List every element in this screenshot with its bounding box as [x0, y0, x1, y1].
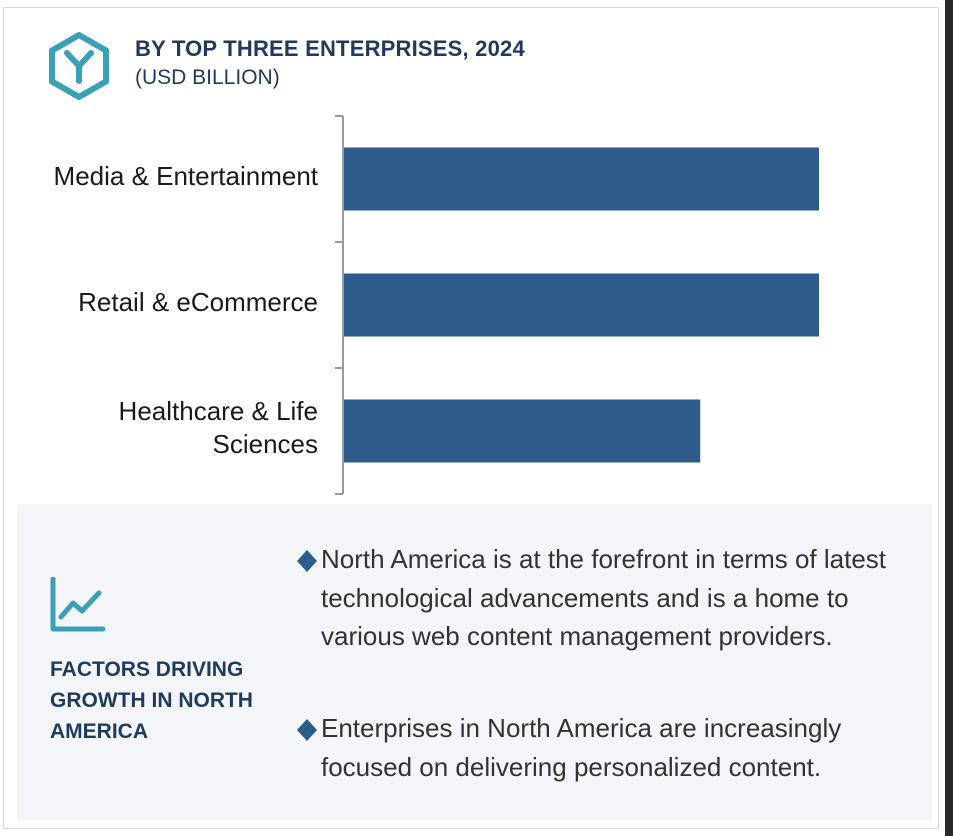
factors-heading: FACTORS DRIVING GROWTH IN NORTH AMERICA	[50, 658, 253, 743]
category-label: Media & Entertainment	[53, 160, 318, 191]
diamond-bullet-icon	[297, 550, 317, 572]
chart-subtitle: (USD BILLION)	[135, 66, 280, 89]
category-label: Retail & eCommerce	[78, 286, 318, 317]
window-edge	[945, 0, 953, 836]
factor-bullet-text: North America is at the forefront in ter…	[321, 544, 887, 651]
trend-line-chart-icon	[50, 577, 105, 632]
diamond-bullet-icon	[297, 719, 317, 741]
bar	[344, 273, 819, 337]
factor-bullet-text: Enterprises in North America are increas…	[321, 713, 842, 782]
chart-title: BY TOP THREE ENTERPRISES, 2024	[135, 36, 525, 61]
bar-chart	[335, 115, 819, 495]
y-hexagon-logo-icon	[49, 32, 109, 100]
category-label: Healthcare & Life Sciences	[118, 396, 318, 459]
factors-panel: FACTORS DRIVING GROWTH IN NORTH AMERICA …	[17, 504, 932, 820]
bar	[344, 147, 819, 211]
bar	[344, 399, 701, 463]
